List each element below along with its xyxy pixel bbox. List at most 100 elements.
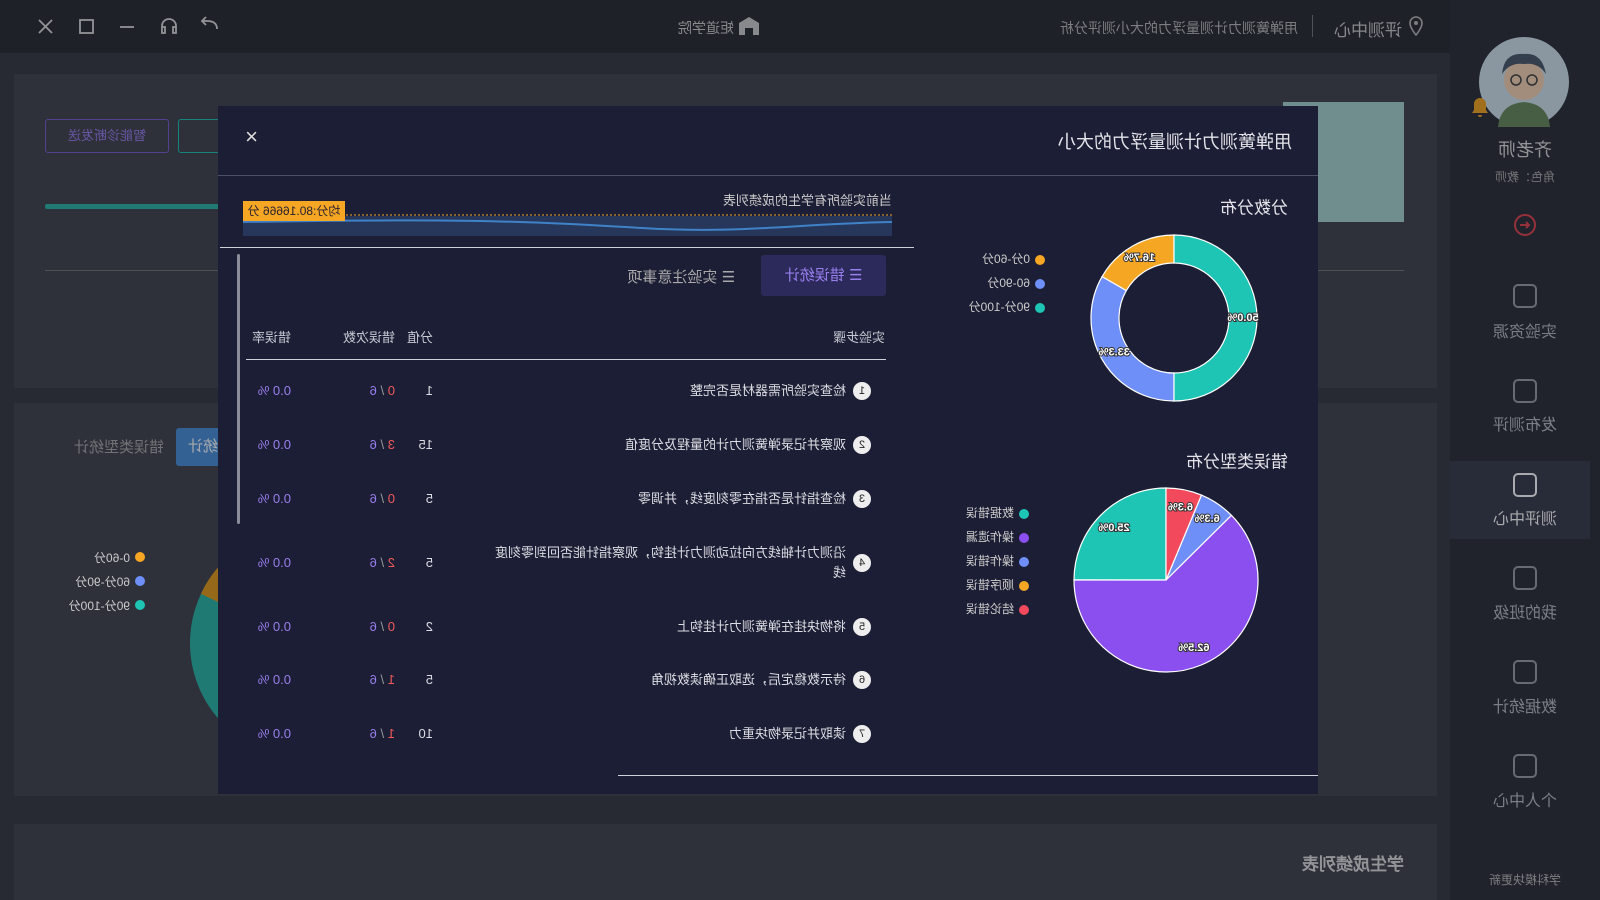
slice [1073, 487, 1167, 581]
error-number: 0 [387, 491, 395, 506]
step-number: 7 [853, 725, 871, 743]
legend-dot [1019, 509, 1029, 519]
score: 1 [425, 383, 433, 398]
close-button[interactable]: × [245, 124, 258, 149]
step-text: 检查实验所需器材是否完整 [689, 383, 846, 398]
error-count: 1 / 6 [369, 672, 395, 687]
step-number: 5 [853, 618, 871, 636]
icon-shape [1513, 566, 1537, 590]
column-header: 错误次数 [342, 330, 395, 345]
icon-shape [1513, 660, 1537, 684]
legend-label: 数据错误 [966, 505, 1014, 520]
table-bottom [618, 775, 1318, 776]
legend-label: 结论错误 [966, 602, 1014, 616]
step-number: 2 [853, 436, 871, 454]
step-number: 1 [853, 382, 871, 400]
error-total: 6 [369, 726, 377, 741]
slice-label: 25.0% [1098, 522, 1129, 534]
legend-dot [1019, 605, 1029, 615]
average-badge: 均分:80.16666 分 [243, 201, 345, 221]
error-number: 3 [387, 437, 395, 452]
tab[interactable]: ☰ 实验注意事项 [627, 269, 735, 286]
avatar[interactable] [1478, 36, 1570, 128]
legend-label: 90分-100分 [969, 300, 1030, 314]
legend-label: 0-60分 [93, 551, 130, 565]
slice [1173, 234, 1258, 402]
step-number: 4 [853, 554, 871, 572]
charts: 分数分布 16.7% 0分-60分 33.3% 60-90分 50.0% 90分-100分错… [966, 198, 1288, 673]
legend-dot [1035, 255, 1045, 265]
error-number: 0 [387, 383, 395, 398]
error-number: 2 [387, 555, 395, 570]
location-icon [1409, 16, 1423, 36]
slice-label: 33.3% [1098, 346, 1129, 358]
tab-label: 错误统计 [784, 267, 845, 284]
legend-dot [1035, 279, 1045, 289]
slice-label: 6.3% [1168, 502, 1193, 514]
list-divider [220, 247, 914, 248]
slice-label: 16.7% [1124, 252, 1155, 264]
chart-title: 错误类型分布 [1186, 452, 1288, 471]
logout-icon[interactable] [1513, 213, 1537, 237]
legend-dot [1019, 533, 1029, 543]
table-divider [246, 359, 886, 360]
error-rate: 0.0 % [257, 437, 291, 452]
error-number: 0 [387, 619, 395, 634]
error-rate: 0.0 % [257, 555, 291, 570]
bell-icon[interactable] [1471, 96, 1489, 118]
score-wave [243, 214, 892, 236]
legend-dot [1035, 303, 1045, 313]
legend-label: 60分-90分 [75, 575, 130, 589]
error-rate: 0.0 % [257, 672, 291, 687]
menu-icon [1513, 660, 1537, 684]
tab-active[interactable]: ☰ 错误统计 [761, 255, 886, 296]
slice [1090, 275, 1175, 402]
slice-label: 50.0% [1227, 312, 1258, 324]
column-header: 实验步骤 [832, 330, 885, 345]
icon-shape [1513, 754, 1537, 778]
legend-dot [1019, 581, 1029, 591]
chart-title: 分数分布 [1220, 198, 1288, 217]
tab-label: 实验注意事项 [627, 269, 718, 286]
step-text: 沿测力计轴线方向拉动测力计挂钩，观察指针能否回到零刻度线 [494, 545, 846, 580]
slice-label: 6.3% [1194, 513, 1219, 525]
window-controls[interactable] [30, 14, 220, 40]
step-text: 待示数稳定后，选取正确读数视角 [650, 672, 846, 687]
score: 5 [425, 555, 433, 570]
error-total: 6 [369, 491, 377, 506]
column-header: 错误率 [251, 330, 291, 345]
error-count: 3 / 6 [369, 437, 395, 452]
brand-icon [739, 17, 759, 35]
step-text: 观察并记录弹簧测力计的量程及分度值 [624, 437, 846, 452]
legend-label: 操作错误 [966, 553, 1014, 568]
icon-shape [1513, 284, 1537, 308]
error-total: 6 [369, 555, 377, 570]
error-rate: 0.0 % [257, 619, 291, 634]
step-text: 将物块挂在弹簧测力计挂钩上 [676, 619, 846, 634]
error-count: 2 / 6 [369, 555, 395, 570]
score: 10 [418, 726, 433, 741]
slice [1073, 514, 1259, 673]
error-number: 1 [387, 726, 395, 741]
step-text: 读取并记录物块重力 [728, 726, 846, 741]
legend-dot [1019, 557, 1029, 567]
error-total: 6 [369, 383, 377, 398]
column-header: 分值 [406, 330, 433, 345]
scrollbar[interactable] [237, 254, 240, 524]
error-count: 0 / 6 [369, 619, 395, 634]
score: 5 [425, 672, 433, 687]
menu-icon [1513, 473, 1537, 497]
legend-dot [135, 600, 145, 610]
menu-icon [1513, 379, 1537, 403]
error-count: 0 / 6 [369, 383, 395, 398]
score: 15 [418, 437, 433, 452]
error-total: 6 [369, 619, 377, 634]
error-rate: 0.0 % [257, 491, 291, 506]
menu-icon [1513, 284, 1537, 308]
menu-icon [1513, 754, 1537, 778]
legend-dot [135, 552, 145, 562]
legend-label: 顺序错误 [966, 577, 1014, 592]
legend-dot [135, 576, 145, 586]
menu-icon [1513, 566, 1537, 590]
legend-label: 操作遗漏 [966, 529, 1014, 544]
